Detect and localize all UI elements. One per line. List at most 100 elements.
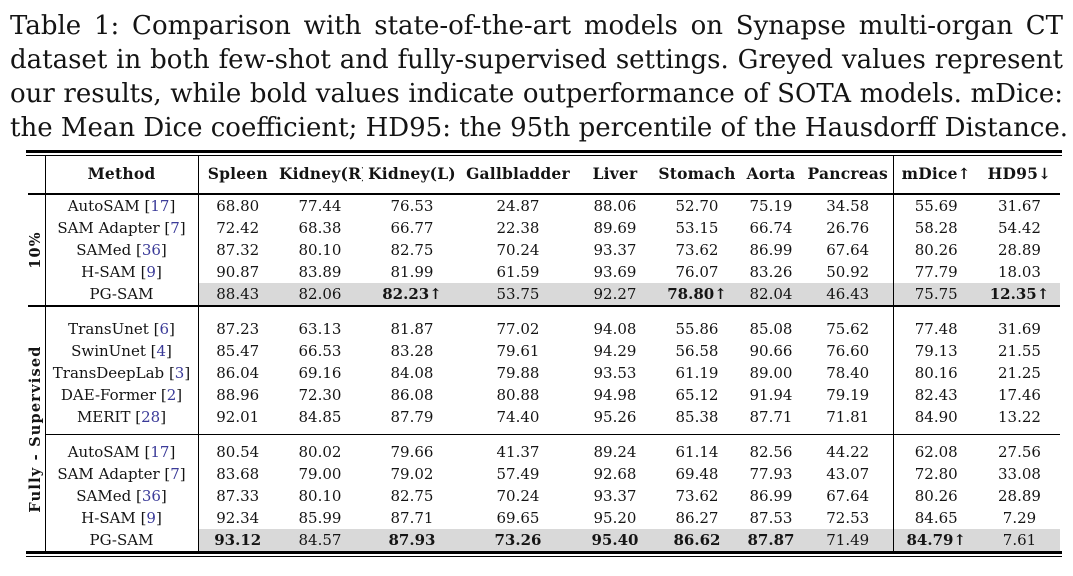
value-cell: 75.19: [749, 197, 793, 215]
citation-link[interactable]: 3: [174, 364, 185, 382]
citation-link[interactable]: 2: [166, 386, 177, 404]
value-cell: 66.77: [390, 219, 434, 237]
method-cell: SAMed [36]: [45, 485, 199, 507]
value-cell: 65.12: [675, 386, 719, 404]
value-cell: 71.49: [803, 529, 894, 551]
citation-link[interactable]: 4: [156, 342, 167, 360]
value-cell: 66.74: [749, 219, 793, 237]
table-row: 10% AutoSAM [17] 68.80 77.44 76.53 24.87 88.06…: [28, 194, 1060, 306]
method-name: SAMed: [76, 487, 132, 505]
citation-link[interactable]: 17: [150, 443, 170, 461]
value-cell: 21.25: [998, 364, 1041, 382]
citation-link[interactable]: 36: [141, 487, 161, 505]
value-cell: 92.34: [216, 509, 260, 527]
method-name: TransUnet: [68, 320, 149, 338]
value-cell: 57.49: [496, 465, 540, 483]
citation-link[interactable]: 7: [170, 219, 180, 237]
col-header-kidney-l: Kidney(L): [363, 156, 461, 195]
method-cell: AutoSAM [17]: [45, 194, 199, 217]
value-cell: 54.42: [998, 219, 1041, 237]
value-cell: 68.80: [216, 197, 260, 215]
value-cell: 72.80: [914, 465, 958, 483]
value-cell: 71.81: [803, 406, 894, 435]
value-cell: 84.08: [390, 364, 434, 382]
value-cell: 77.48: [893, 305, 979, 340]
value-cell: 52.70: [675, 197, 719, 215]
value-cell: 95.26: [593, 408, 637, 426]
value-cell: 87.71: [749, 408, 793, 426]
method-name: DAE-Former: [60, 386, 157, 404]
citation-link[interactable]: 9: [146, 509, 156, 527]
table-row: AutoSAM [17] 80.54 80.02 79.66 41.37 89.24 61.…: [28, 434, 1060, 463]
col-header-stomach: Stomach: [655, 156, 739, 195]
table-row: TransDeepLab [3] 86.04 69.16 84.08 79.88 93.5…: [28, 362, 1060, 384]
group-label-cell-fully-supervised: Fully - Supervised: [28, 305, 46, 551]
value-cell: 90.66: [749, 342, 793, 360]
value-cell: 89.24: [575, 434, 655, 463]
value-cell: 82.06: [277, 283, 363, 306]
method-name: H-SAM: [81, 509, 136, 527]
value-cell: 85.47: [216, 342, 260, 360]
value-cell: 79.88: [496, 364, 540, 382]
value-cell: 80.54: [198, 434, 277, 463]
bottom-rule-thin: [26, 556, 1062, 557]
table-row: DAE-Former [2] 88.96 72.30 86.08 80.88 94.98 6…: [28, 384, 1060, 406]
value-cell: 74.40: [496, 408, 540, 426]
method-cell: SAM Adapter [7]: [45, 217, 199, 239]
value-cell: 84.79↑: [893, 529, 979, 551]
value-cell: 94.08: [575, 305, 655, 340]
table-row: SAMed [36] 87.32 80.10 82.75 70.24 93.37 73.62…: [28, 239, 1060, 261]
table-caption: Table 1: Comparison with state-of-the-ar…: [0, 0, 1073, 145]
value-cell: 83.26: [749, 263, 793, 281]
value-cell: 73.62: [675, 241, 719, 259]
value-cell: 75.62: [803, 305, 894, 340]
value-cell: 77.79: [914, 263, 958, 281]
value-cell: 88.43: [198, 283, 277, 306]
value-cell: 94.29: [593, 342, 637, 360]
caption-line: dataset in both few-shot and fully-super…: [10, 45, 1063, 75]
value-cell: 93.12: [198, 529, 277, 551]
citation-link[interactable]: 7: [170, 465, 180, 483]
value-cell: 87.87: [739, 529, 803, 551]
citation-link[interactable]: 28: [141, 408, 161, 426]
method-name: SAM Adapter: [57, 219, 160, 237]
method-name: AutoSAM: [67, 197, 140, 215]
value-cell: 87.79: [390, 408, 434, 426]
method-name: TransDeepLab: [52, 364, 165, 382]
value-cell: 80.26: [914, 487, 958, 505]
value-cell: 43.07: [803, 463, 894, 485]
value-cell: 28.89: [998, 487, 1041, 505]
value-cell: 87.53: [749, 509, 793, 527]
top-rule-thick: [26, 150, 1062, 153]
col-header-aorta: Aorta: [739, 156, 803, 195]
value-cell: 80.88: [496, 386, 540, 404]
citation-link[interactable]: 17: [150, 197, 170, 215]
value-cell: 18.03: [998, 263, 1041, 281]
value-cell: 7.29: [1002, 509, 1037, 527]
value-cell: 70.24: [496, 241, 540, 259]
method-cell: DAE-Former [2]: [45, 384, 199, 406]
value-cell: 76.53: [390, 197, 434, 215]
results-table: Method Spleen Kidney(R) Kidney(L) Gallbl…: [28, 156, 1060, 551]
method-cell: H-SAM [9]: [45, 507, 199, 529]
value-cell: 86.08: [390, 386, 434, 404]
method-cell: PG-SAM: [45, 529, 199, 551]
value-cell: 26.76: [803, 217, 894, 239]
table-row: SAM Adapter [7] 72.42 68.38 66.77 22.38 89.69…: [28, 217, 1060, 239]
value-cell: 76.07: [675, 263, 719, 281]
value-cell: 84.85: [298, 408, 342, 426]
method-cell: SwinUnet [4]: [45, 340, 199, 362]
caption-line: Table 1: Comparison with state-of-the-ar…: [10, 11, 1063, 41]
group-label: Fully - Supervised: [28, 345, 45, 513]
value-cell: 72.30: [298, 386, 342, 404]
citation-link[interactable]: 9: [146, 263, 156, 281]
citation-link[interactable]: 6: [159, 320, 169, 338]
value-cell: 85.99: [298, 509, 342, 527]
value-cell: 53.15: [675, 219, 719, 237]
value-cell: 79.00: [298, 465, 342, 483]
value-cell: 80.10: [298, 241, 342, 259]
table-row: Fully - Supervised TransUnet [6] 87.23 63.1…: [28, 305, 1060, 551]
citation-link[interactable]: 36: [141, 241, 161, 259]
value-cell: 77.44: [298, 197, 342, 215]
value-cell: 87.32: [216, 241, 260, 259]
